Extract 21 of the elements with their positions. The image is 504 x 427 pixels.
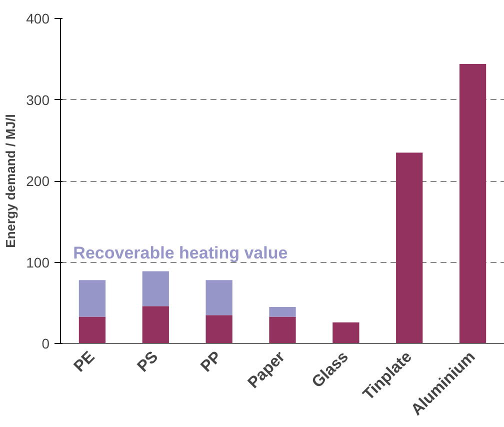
bar <box>142 306 169 344</box>
y-tick-label: 0 <box>42 336 50 352</box>
x-tick-label: PP <box>198 348 226 376</box>
bar <box>142 271 169 306</box>
y-tick-label: 100 <box>26 254 50 270</box>
series-label: Recoverable heating value <box>73 244 288 263</box>
y-tick-label: 200 <box>26 173 50 189</box>
bar <box>269 316 296 344</box>
x-tick-label: PE <box>71 348 98 376</box>
x-tick-label: PS <box>134 348 162 376</box>
bar <box>78 280 106 317</box>
bar <box>206 280 232 316</box>
bar <box>78 316 106 344</box>
bar <box>396 152 423 344</box>
y-axis-title: Energy demand / MJ/l <box>3 114 18 248</box>
bar <box>332 322 360 344</box>
bar <box>206 315 232 344</box>
y-tick-label: 300 <box>26 92 50 108</box>
y-tick-label: 400 <box>26 10 50 26</box>
bar <box>269 306 296 317</box>
bar <box>459 64 486 344</box>
